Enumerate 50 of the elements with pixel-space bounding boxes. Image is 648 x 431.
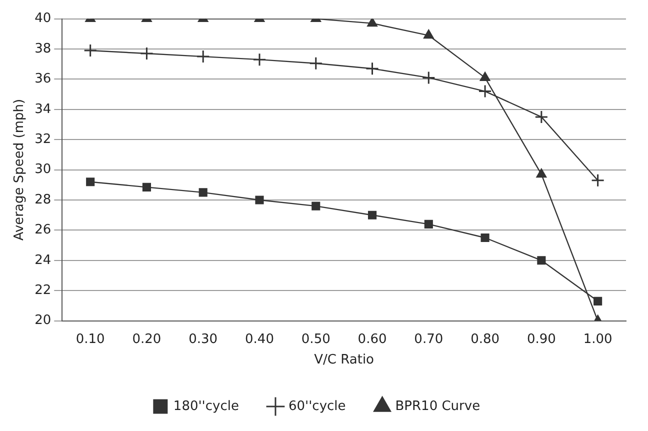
y-tick-label: 34 <box>34 102 52 117</box>
point <box>367 18 378 27</box>
point <box>478 84 492 98</box>
y-tick-label: 28 <box>34 192 52 208</box>
y-tick-label: 22 <box>34 282 52 298</box>
x-axis-title: V/C Ratio <box>314 352 374 368</box>
y-tick-label: 24 <box>34 252 52 268</box>
x-tick-label: 0.10 <box>76 332 105 347</box>
x-tick-label: 0.90 <box>526 332 556 347</box>
point <box>309 56 323 70</box>
y-tick-label: 38 <box>34 41 52 56</box>
point <box>142 182 152 192</box>
y-tick-label: 36 <box>34 72 52 87</box>
y-tick-label: 20 <box>34 313 52 328</box>
point <box>480 233 490 242</box>
x-tick-label: 1.00 <box>583 332 612 347</box>
point <box>198 188 208 197</box>
legend-label: 180''cycle <box>173 398 239 414</box>
y-axis-title: Average Speed (mph) <box>12 98 28 241</box>
x-tick-label: 0.40 <box>245 332 274 347</box>
y-tick-label: 30 <box>34 162 52 178</box>
point <box>196 50 210 64</box>
point <box>424 220 433 228</box>
point <box>312 202 320 210</box>
point <box>86 178 95 186</box>
point <box>591 174 605 188</box>
point <box>537 256 546 265</box>
legend-label: 60''cycle <box>288 398 346 414</box>
x-tick-label: 0.80 <box>470 332 500 347</box>
x-tick-label: 0.60 <box>358 332 387 347</box>
point <box>424 30 434 39</box>
point <box>594 296 602 306</box>
point <box>252 52 266 66</box>
point <box>255 196 264 204</box>
point <box>536 168 546 178</box>
point <box>140 46 154 60</box>
point <box>534 110 548 124</box>
y-tick-label: 40 <box>34 11 52 26</box>
point <box>480 72 490 81</box>
x-tick-label: 0.30 <box>188 332 218 347</box>
point <box>366 62 380 76</box>
x-tick-label: 0.50 <box>301 332 330 347</box>
x-tick-label: 0.20 <box>132 332 162 347</box>
y-tick-label: 26 <box>34 222 52 238</box>
x-tick-label: 0.70 <box>414 332 444 347</box>
legend-label: BPR10 Curve <box>395 398 480 414</box>
point <box>368 210 377 220</box>
point <box>84 44 98 58</box>
y-tick-label: 32 <box>34 132 52 147</box>
point <box>422 70 436 84</box>
